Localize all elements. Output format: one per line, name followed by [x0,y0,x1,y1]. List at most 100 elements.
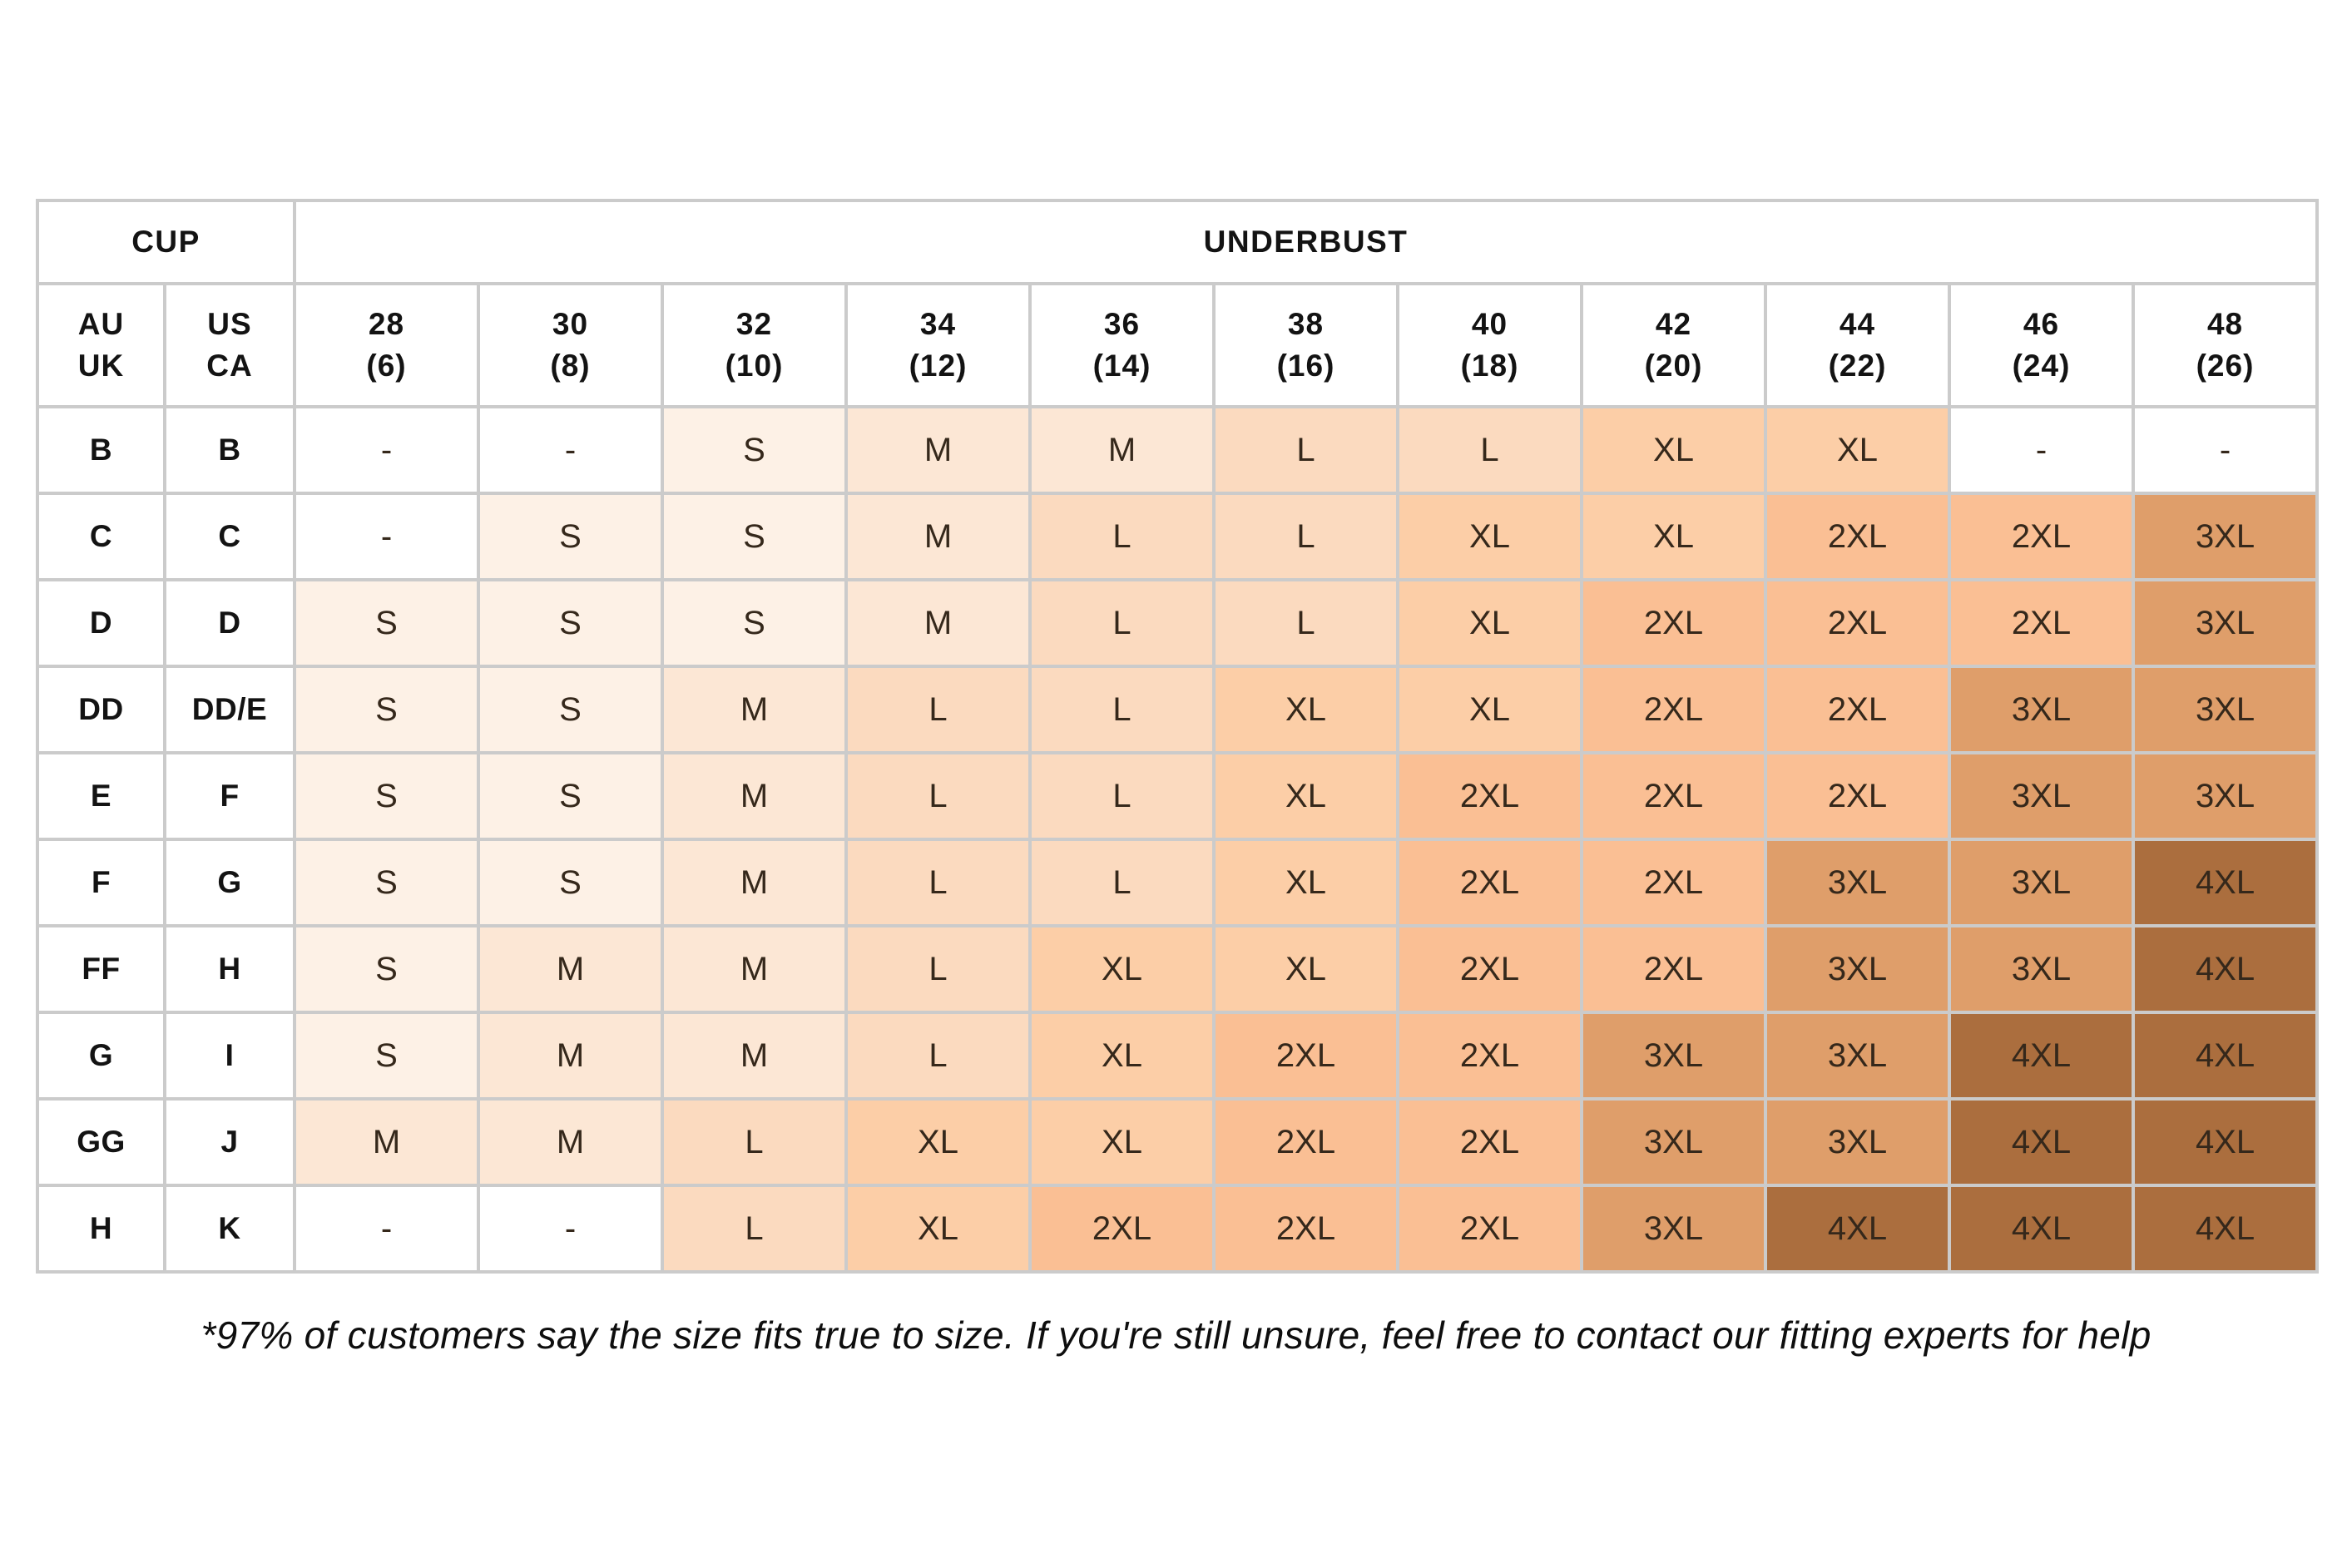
size-cell: 3XL [2131,751,2320,841]
size-cell: 3XL [2131,578,2320,668]
size-cell: 3XL [1948,751,2135,841]
size-cell: - [293,1184,480,1274]
size-cell: M [844,492,1032,581]
size-cell: 3XL [2131,665,2320,754]
size-cell: 4XL [1764,1184,1951,1274]
size-cell: L [844,665,1032,754]
header-group-row: CUP UNDERBUST [36,199,2320,285]
underbust-col-header-28: 28 (6) [293,282,480,408]
size-cell: 2XL [1948,492,2135,581]
underbust-header: UNDERBUST [292,199,2320,285]
size-cell: XL [1396,492,1583,581]
size-cell: S [661,492,848,581]
footnote-text: *97% of customers say the size fits true… [201,1313,2151,1357]
size-row-GG: GG J M M L XL XL 2XL 2XL 3XL 3XL 4XL 4XL [36,1097,2320,1187]
size-cell: 4XL [2131,924,2320,1014]
cup-us-ca-label: H [163,924,296,1014]
size-row-D: D D S S S M L L XL 2XL 2XL 2XL 3XL [36,578,2320,668]
size-cell: 3XL [1764,924,1951,1014]
size-cell: L [844,751,1032,841]
size-cell: - [477,405,664,495]
size-cell: - [1948,405,2135,495]
size-cell: 4XL [2131,838,2320,927]
size-cell: M [661,1011,848,1101]
size-cell: - [2131,405,2320,495]
size-cell: M [477,924,664,1014]
size-cell: L [1028,578,1216,668]
size-cell: L [1212,405,1399,495]
size-cell: XL [1764,405,1951,495]
underbust-col-header-32: 32 (10) [661,282,848,408]
cup-us-ca-label: J [163,1097,296,1187]
size-cell: M [661,924,848,1014]
underbust-col-header-30: 30 (8) [477,282,664,408]
size-cell: 3XL [1580,1011,1767,1101]
bra-size-chart-table: CUP UNDERBUST AU UK US CA 28 (6) 30 (8) 32… [36,199,2320,1274]
size-cell: L [1028,665,1216,754]
size-cell: L [1028,751,1216,841]
size-cell: S [477,751,664,841]
size-cell: 4XL [2131,1011,2320,1101]
size-cell: 2XL [1580,924,1767,1014]
size-cell: XL [1028,1011,1216,1101]
size-cell: L [844,838,1032,927]
size-cell: 4XL [2131,1097,2320,1187]
size-cell: S [293,751,480,841]
cup-us-ca-label: I [163,1011,296,1101]
size-cell: - [477,1184,664,1274]
underbust-col-header-48: 48 (26) [2131,282,2320,408]
size-cell: 4XL [1948,1097,2135,1187]
header-columns-row: AU UK US CA 28 (6) 30 (8) 32 (10) 34 (12) 36… [36,282,2320,408]
size-cell: L [844,924,1032,1014]
underbust-col-header-40: 40 (18) [1396,282,1583,408]
size-cell: S [293,838,480,927]
cup-us-ca-label: G [163,838,296,927]
size-cell: M [661,751,848,841]
size-cell: S [661,578,848,668]
cup-us-ca-label: C [163,492,296,581]
size-cell: 4XL [1948,1011,2135,1101]
size-cell: XL [1212,751,1399,841]
size-row-H: H K - - L XL 2XL 2XL 2XL 3XL 4XL 4XL 4XL [36,1184,2320,1274]
size-cell: 2XL [1396,751,1583,841]
size-cell: 2XL [1212,1011,1399,1101]
size-cell: L [1028,838,1216,927]
size-row-G: G I S M M L XL 2XL 2XL 3XL 3XL 4XL 4XL [36,1011,2320,1101]
size-cell: 4XL [2131,1184,2320,1274]
underbust-col-header-44: 44 (22) [1764,282,1951,408]
size-cell: XL [1028,1097,1216,1187]
size-cell: XL [844,1097,1032,1187]
size-cell: M [477,1011,664,1101]
size-row-B: B B - - S M M L L XL XL - - [36,405,2320,495]
cup-au-uk-label: GG [36,1097,166,1187]
size-cell: 3XL [1764,838,1951,927]
size-cell: M [293,1097,480,1187]
size-cell: S [293,1011,480,1101]
size-cell: M [844,578,1032,668]
size-cell: XL [1028,924,1216,1014]
size-cell: L [844,1011,1032,1101]
size-cell: XL [1580,405,1767,495]
cup-au-uk-label: G [36,1011,166,1101]
size-cell: 2XL [1580,665,1767,754]
cup-header: CUP [36,199,296,285]
size-cell: 3XL [1764,1097,1951,1187]
size-cell: 2XL [1212,1097,1399,1187]
underbust-col-header-38: 38 (16) [1212,282,1399,408]
size-cell: 2XL [1396,1097,1583,1187]
size-cell: 2XL [1396,1011,1583,1101]
cup-au-uk-label: H [36,1184,166,1274]
size-cell: XL [1212,924,1399,1014]
cup-us-ca-label: F [163,751,296,841]
size-cell: 3XL [1580,1184,1767,1274]
underbust-col-header-42: 42 (20) [1580,282,1767,408]
size-cell: S [293,924,480,1014]
size-cell: 3XL [1764,1011,1951,1101]
size-cell: S [477,838,664,927]
size-cell: XL [844,1184,1032,1274]
size-cell: XL [1580,492,1767,581]
size-cell: S [661,405,848,495]
col-header-au-uk: AU UK [36,282,166,408]
size-cell: XL [1396,578,1583,668]
